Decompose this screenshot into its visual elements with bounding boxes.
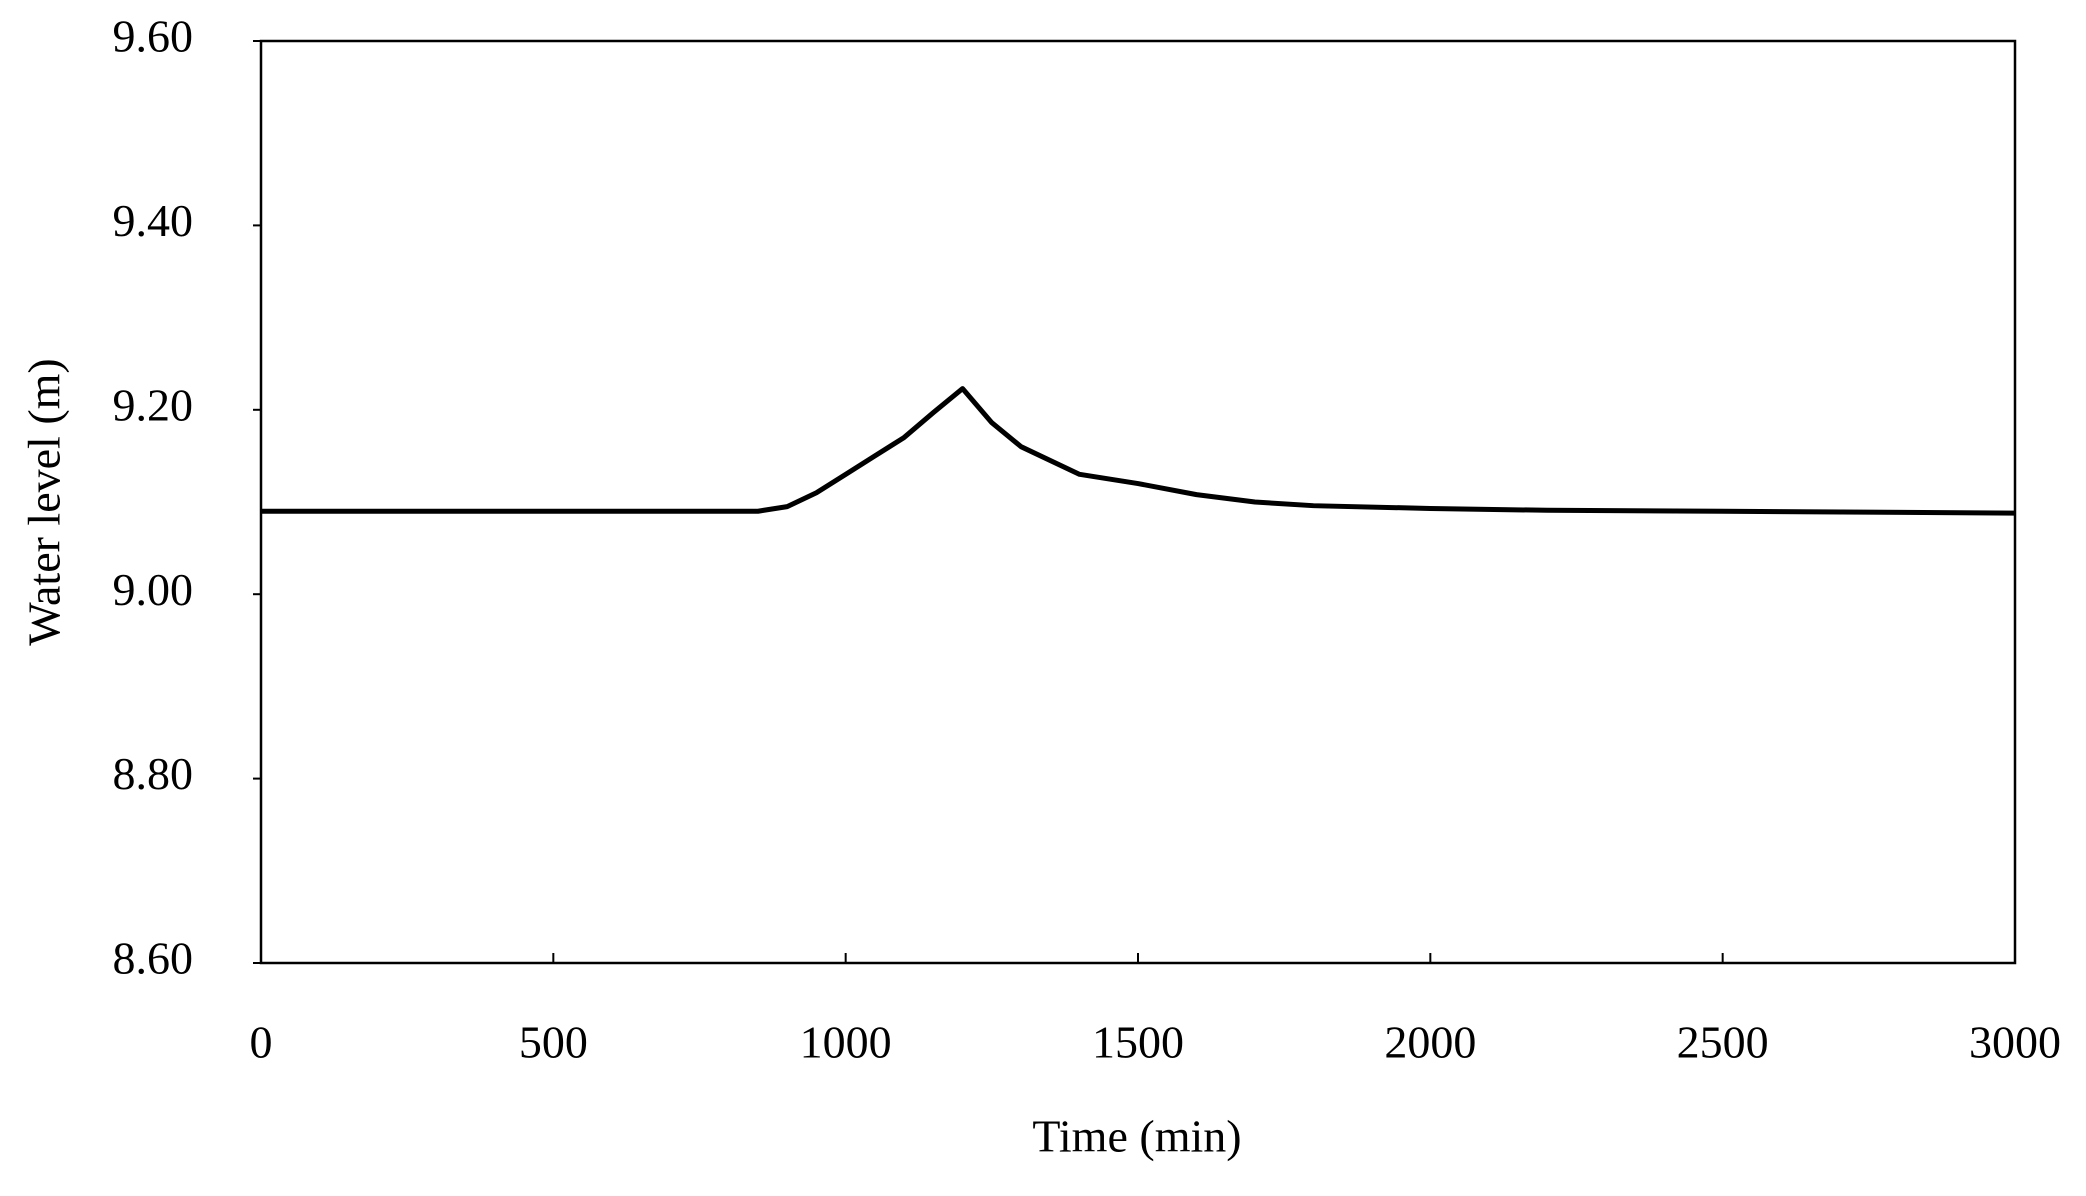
- x-tick-label: 0: [250, 1017, 273, 1068]
- x-tick-label: 2500: [1677, 1017, 1769, 1068]
- x-tick-label: 1500: [1092, 1017, 1184, 1068]
- x-tick-label: 500: [519, 1017, 588, 1068]
- plot-frame: [259, 39, 2017, 965]
- y-axis-title: Water level (m): [19, 358, 70, 645]
- y-tick-label: 9.20: [113, 379, 194, 430]
- y-tick-label: 8.80: [113, 748, 194, 799]
- x-axis-title: Time (min): [1032, 1111, 1241, 1162]
- y-tick-label: 9.60: [113, 11, 194, 62]
- y-tick-label: 8.60: [113, 933, 194, 984]
- data-line: [261, 386, 2016, 516]
- y-tick-label: 9.00: [113, 564, 194, 615]
- y-tick-label: 9.40: [113, 195, 194, 246]
- x-tick-label: 2000: [1384, 1017, 1476, 1068]
- x-tick-label: 1000: [800, 1017, 892, 1068]
- x-tick-label: 3000: [1969, 1017, 2061, 1068]
